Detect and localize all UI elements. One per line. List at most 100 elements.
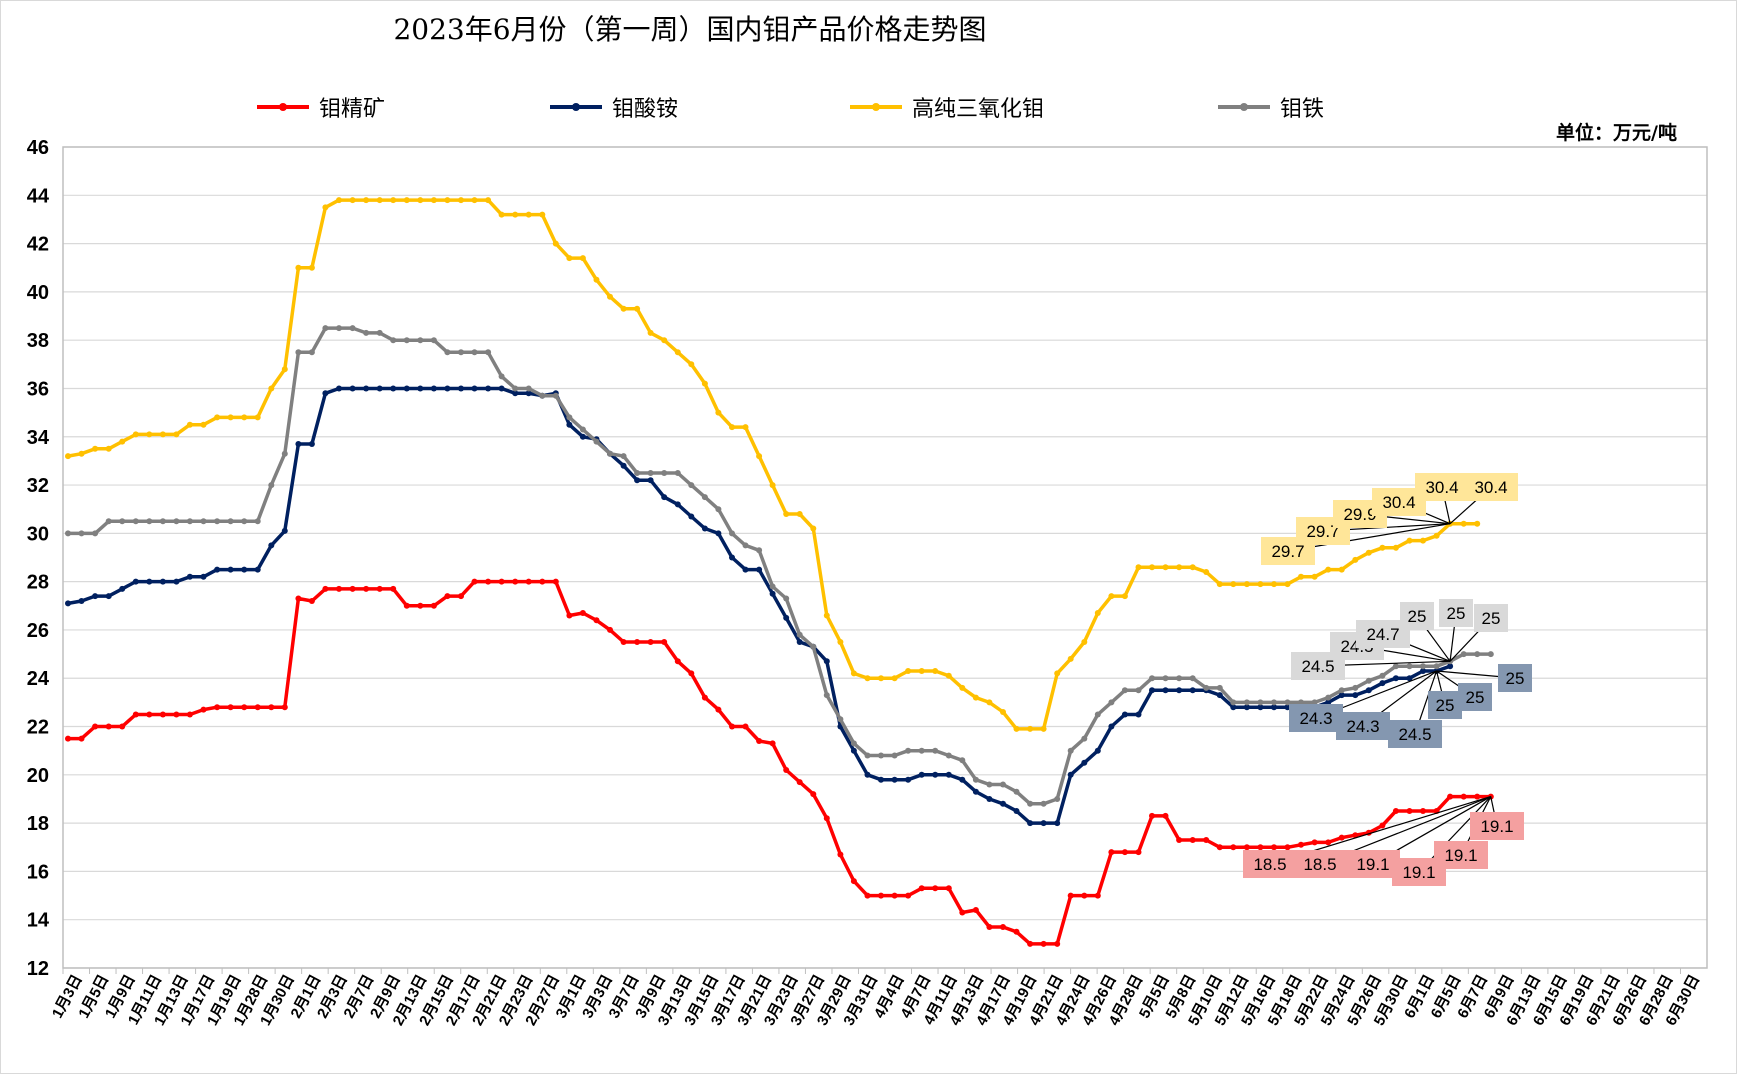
- data-point: [891, 892, 898, 899]
- data-point: [1352, 684, 1359, 691]
- data-point: [1311, 699, 1318, 706]
- data-point: [932, 771, 939, 778]
- data-point: [173, 518, 180, 525]
- data-point: [295, 349, 302, 356]
- data-point: [363, 329, 370, 336]
- data-point: [214, 704, 221, 711]
- data-point: [268, 542, 275, 549]
- data-point: [1460, 520, 1467, 527]
- data-point: [593, 276, 600, 283]
- data-labels: 29.729.729.930.430.430.424.524.524.72525…: [1243, 473, 1532, 886]
- data-point: [945, 885, 952, 892]
- data-point: [850, 878, 857, 885]
- data-point: [769, 590, 776, 597]
- data-point: [65, 735, 71, 742]
- data-point: [281, 704, 288, 711]
- data-point: [146, 431, 153, 438]
- data-label-box: [1336, 712, 1390, 740]
- data-point: [1000, 924, 1006, 930]
- data-point: [850, 670, 857, 677]
- data-point: [1230, 844, 1237, 851]
- data-point: [661, 337, 668, 344]
- data-point: [1271, 581, 1277, 588]
- data-point: [1338, 834, 1345, 841]
- data-label-text: 30.4: [1474, 478, 1507, 497]
- data-point: [552, 240, 559, 247]
- data-point: [363, 197, 370, 204]
- data-point: [1420, 808, 1426, 814]
- data-label-box: [1470, 812, 1524, 840]
- data-point: [579, 426, 586, 433]
- data-label: 30.4: [1415, 473, 1469, 524]
- data-label-text: 18.5: [1303, 855, 1336, 874]
- series-3: [65, 325, 1494, 807]
- data-label: 24.3: [1289, 670, 1437, 732]
- data-point: [796, 779, 803, 786]
- x-axis-ticks: 1月3日1月5日1月9日1月11日1月13日1月17日1月19日1月28日1月3…: [49, 968, 1703, 1028]
- data-label-text: 19.1: [1480, 817, 1513, 836]
- data-point: [1420, 663, 1426, 670]
- data-point: [837, 851, 844, 858]
- data-point: [349, 385, 356, 392]
- data-point: [1325, 839, 1332, 846]
- data-point: [1027, 820, 1034, 827]
- leader-line: [1287, 523, 1451, 552]
- data-point: [756, 738, 763, 744]
- data-point: [1162, 564, 1169, 571]
- data-point: [1257, 581, 1264, 588]
- data-point: [796, 631, 803, 638]
- data-point: [783, 595, 790, 602]
- data-point: [1121, 849, 1128, 856]
- data-label: 25: [1439, 599, 1473, 662]
- y-tick-label: 40: [27, 282, 49, 304]
- data-point: [783, 614, 790, 621]
- data-label-box: [1464, 473, 1518, 501]
- y-tick-label: 42: [27, 234, 49, 256]
- data-point: [878, 675, 884, 682]
- data-label-text: 30.4: [1382, 493, 1415, 512]
- data-point: [905, 747, 912, 754]
- chart-title: 2023年6月份（第一周）国内钼产品价格走势图: [393, 13, 987, 46]
- data-point: [173, 431, 180, 438]
- data-point: [1000, 781, 1006, 788]
- data-point: [1230, 581, 1237, 588]
- data-point: [417, 197, 424, 204]
- data-point: [918, 885, 925, 892]
- data-point: [132, 578, 139, 585]
- data-point: [444, 385, 451, 392]
- data-point: [132, 518, 139, 525]
- data-point: [1108, 699, 1115, 706]
- y-tick-label: 28: [27, 572, 49, 594]
- data-point: [1365, 549, 1372, 556]
- data-label-box: [1434, 841, 1488, 869]
- data-point: [1094, 711, 1101, 718]
- y-tick-label: 22: [27, 717, 49, 739]
- data-point: [430, 602, 437, 609]
- data-point: [959, 776, 966, 783]
- data-point: [1271, 844, 1277, 851]
- data-point: [1149, 675, 1155, 682]
- data-point: [1447, 663, 1454, 670]
- data-point: [254, 414, 261, 421]
- data-point: [566, 612, 573, 619]
- data-point: [430, 385, 437, 392]
- data-label: 29.7: [1261, 523, 1451, 565]
- data-point: [769, 482, 776, 489]
- data-point: [1027, 725, 1034, 732]
- data-point: [688, 482, 695, 489]
- data-point: [512, 390, 519, 397]
- data-point: [579, 255, 586, 262]
- data-point: [552, 392, 559, 399]
- data-point: [1094, 610, 1101, 616]
- data-point: [444, 593, 451, 600]
- data-point: [729, 424, 735, 431]
- data-point: [1433, 663, 1440, 670]
- data-point: [1257, 699, 1264, 706]
- data-point: [905, 668, 912, 674]
- data-point: [810, 525, 817, 532]
- data-point: [1121, 687, 1128, 694]
- data-point: [1392, 544, 1399, 551]
- data-point: [1108, 593, 1115, 600]
- data-point: [878, 776, 884, 783]
- data-point: [742, 723, 749, 730]
